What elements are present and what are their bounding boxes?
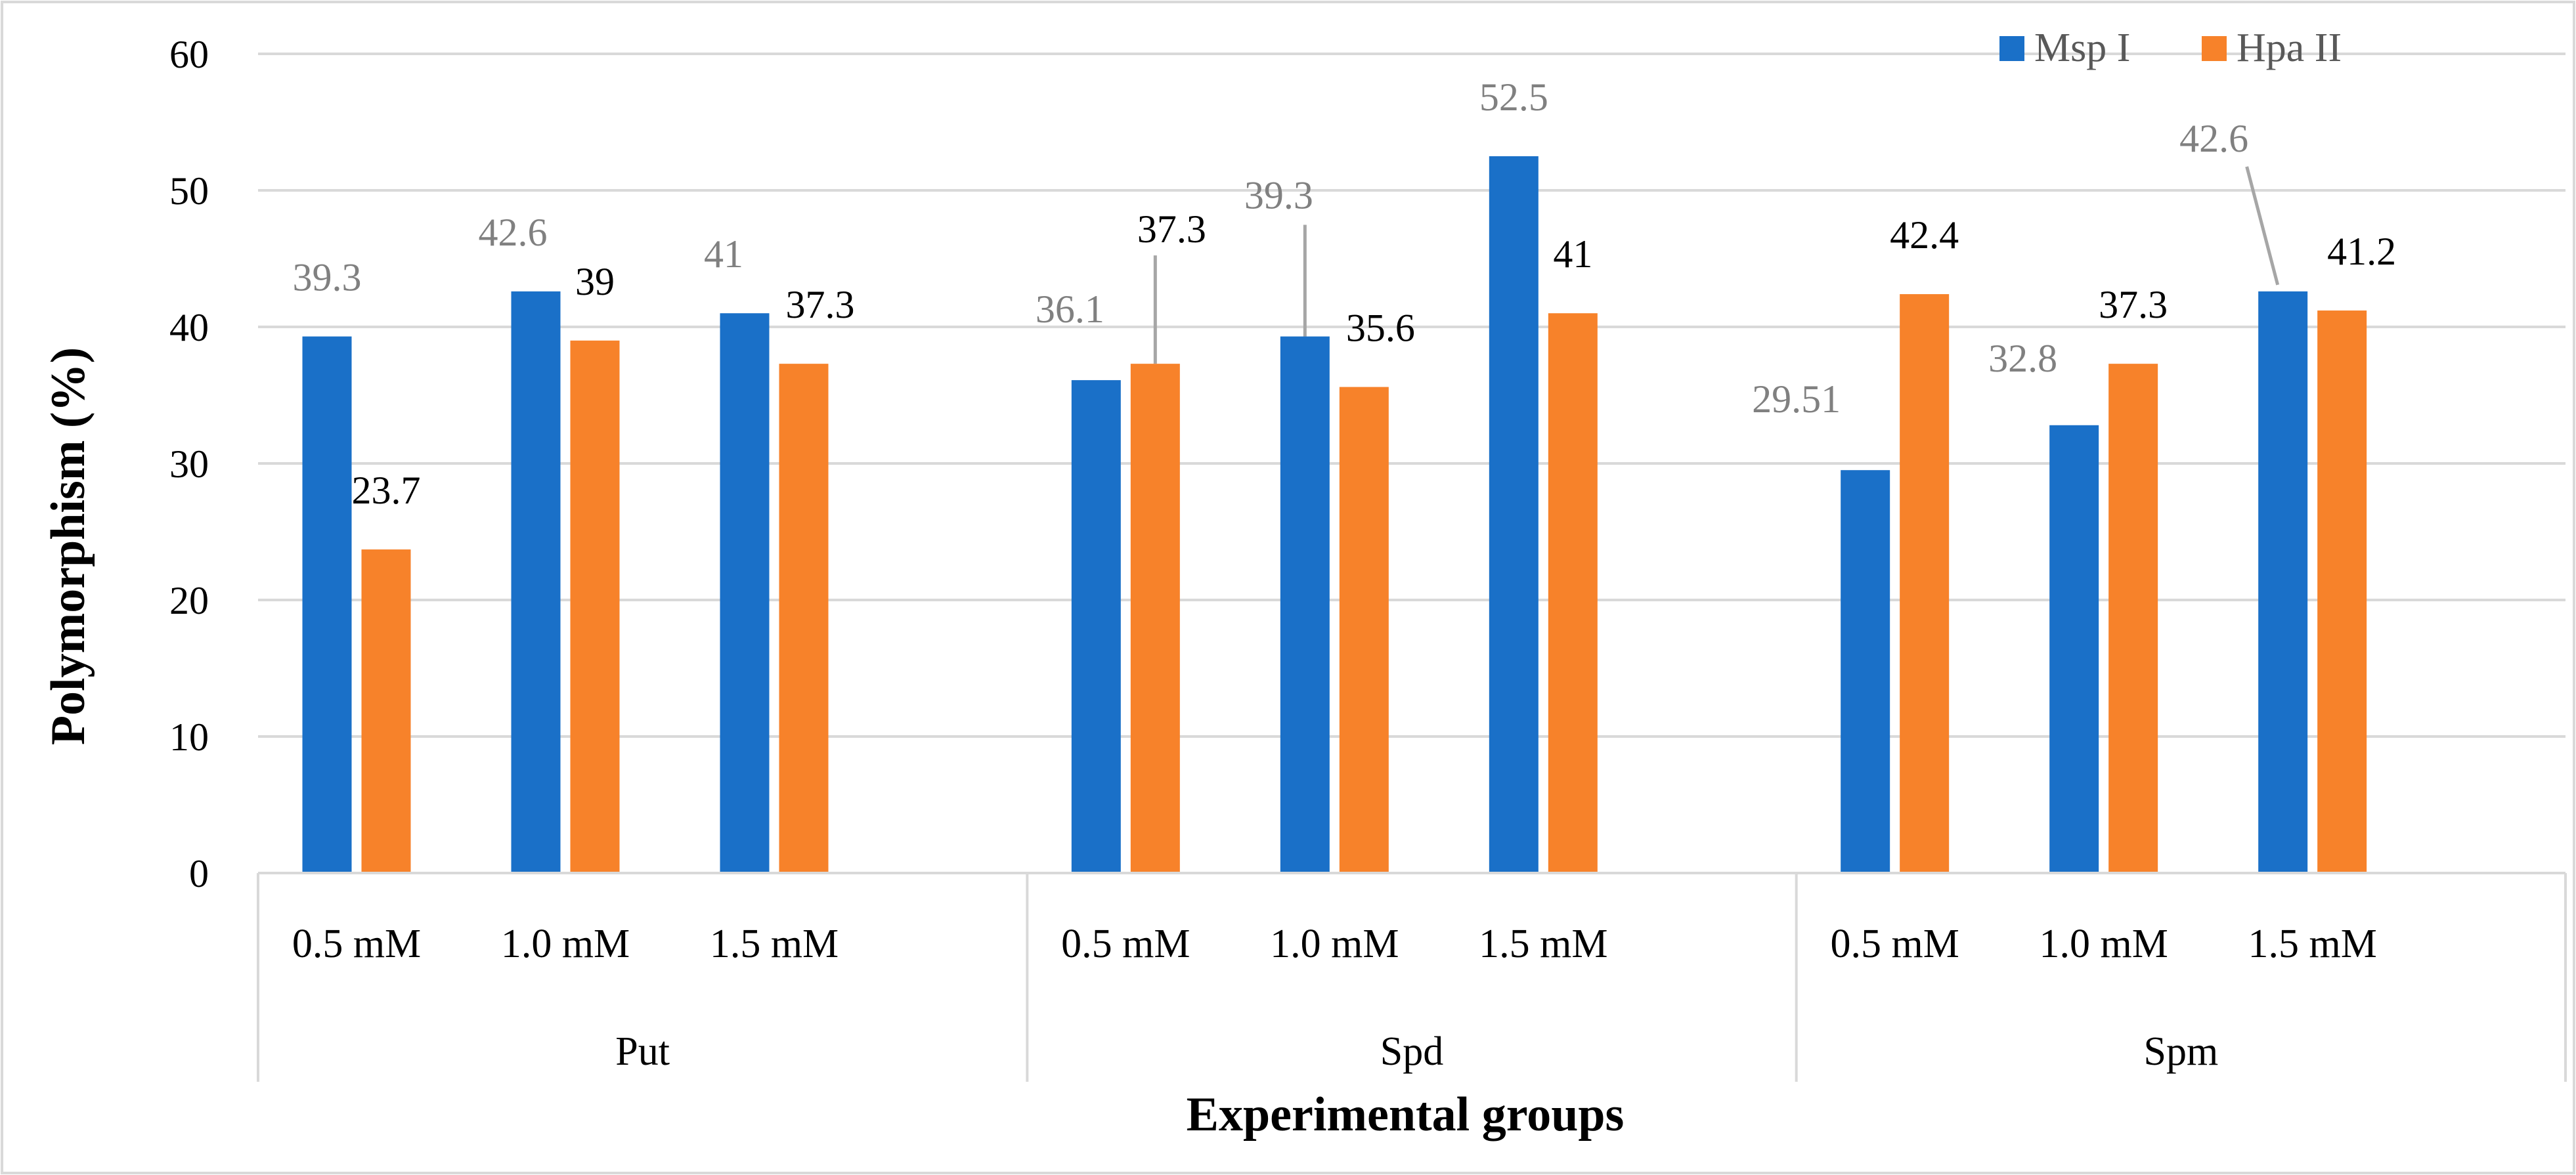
- data-label-hpa-ii: 39: [575, 260, 615, 303]
- x-axis-ticks: Put 0.5 mM 1.0 mM 1.5 mM Spd 0.5 mM 1.0 mM 1.5 …: [292, 922, 2377, 1074]
- bar-msp-i: [511, 291, 561, 873]
- x-tick-label: 1.0 mM: [1270, 922, 1399, 966]
- bar-hpa-ii: [361, 549, 411, 873]
- bar-msp-i: [2049, 425, 2099, 873]
- data-label-hpa-ii: 37.3: [2099, 283, 2168, 326]
- data-labels: 39.3 23.7 42.6 39 41 37.3 36.1 37.3 39.3 35.6 52.5…: [293, 75, 2397, 512]
- bars: [302, 156, 2367, 874]
- x-tick-label: 1.0 mM: [501, 922, 630, 966]
- bar-hpa-ii: [2317, 310, 2367, 873]
- group-label: Spd: [1380, 1029, 1443, 1074]
- legend: Msp I Hpa II: [1999, 26, 2342, 70]
- x-tick-label: 0.5 mM: [292, 922, 421, 966]
- bar-hpa-ii: [1900, 294, 1950, 874]
- bar-hpa-ii: [1130, 364, 1180, 873]
- y-axis-title: Polymorphism (%): [41, 347, 95, 745]
- y-tick-label: 50: [169, 169, 209, 213]
- data-label-hpa-ii: 37.3: [1137, 207, 1206, 251]
- x-tick-label: 0.5 mM: [1830, 922, 1959, 966]
- legend-label-msp-i: Msp I: [2034, 26, 2130, 70]
- data-label-hpa-ii: 41.2: [2327, 230, 2396, 273]
- x-tick-label: 1.5 mM: [2248, 922, 2376, 966]
- bar-hpa-ii: [570, 340, 620, 873]
- legend-swatch-msp-i: [1999, 36, 2024, 61]
- bar-msp-i: [302, 336, 352, 873]
- x-tick-label: 1.5 mM: [710, 922, 839, 966]
- bar-hpa-ii: [1548, 313, 1598, 873]
- x-tick-label: 0.5 mM: [1061, 922, 1190, 966]
- data-label-hpa-ii: 41: [1553, 232, 1592, 276]
- legend-swatch-hpa-ii: [2202, 36, 2227, 61]
- bar-msp-i: [1489, 156, 1539, 873]
- bar-msp-i: [1071, 380, 1121, 873]
- y-tick-label: 10: [169, 716, 209, 759]
- data-label-msp-i: 39.3: [1244, 174, 1313, 217]
- gridlines: [258, 53, 2565, 738]
- x-tick-label: 1.0 mM: [2039, 922, 2168, 966]
- x-axis: [257, 872, 2567, 1082]
- data-label-msp-i: 42.6: [479, 211, 548, 254]
- y-axis-ticks: 0 10 20 30 40 50 60: [169, 33, 209, 895]
- data-label-msp-i: 39.3: [293, 256, 362, 299]
- y-tick-label: 60: [169, 33, 209, 76]
- group-label: Put: [615, 1029, 670, 1074]
- x-axis-title: Experimental groups: [1187, 1088, 1625, 1142]
- legend-label-hpa-ii: Hpa II: [2237, 26, 2342, 70]
- data-label-msp-i: 41: [704, 232, 743, 276]
- bar-msp-i: [1280, 336, 1330, 873]
- data-label-msp-i: 36.1: [1036, 288, 1104, 331]
- leader-line: [2245, 166, 2280, 286]
- data-label-hpa-ii: 23.7: [352, 469, 421, 512]
- y-tick-label: 20: [169, 579, 209, 622]
- y-tick-label: 0: [189, 852, 209, 895]
- data-label-msp-i: 29.51: [1752, 377, 1841, 421]
- label-leader-lines: [1153, 166, 2280, 364]
- data-label-hpa-ii: 42.4: [1890, 213, 1959, 257]
- bar-hpa-ii: [779, 364, 829, 873]
- bar-hpa-ii: [1339, 387, 1389, 873]
- y-tick-label: 30: [169, 442, 209, 486]
- bar-msp-i: [720, 313, 770, 873]
- data-label-msp-i: 42.6: [2179, 117, 2248, 160]
- group-label: Spm: [2143, 1029, 2218, 1074]
- data-label-msp-i: 32.8: [1988, 337, 2057, 380]
- data-label-msp-i: 52.5: [1479, 75, 1548, 119]
- bar-msp-i: [2258, 291, 2308, 873]
- bar-hpa-ii: [2108, 364, 2158, 873]
- x-tick-label: 1.5 mM: [1479, 922, 1607, 966]
- bar-msp-i: [1841, 470, 1890, 873]
- data-label-hpa-ii: 35.6: [1346, 307, 1415, 350]
- data-label-hpa-ii: 37.3: [786, 283, 855, 326]
- y-tick-label: 40: [169, 306, 209, 349]
